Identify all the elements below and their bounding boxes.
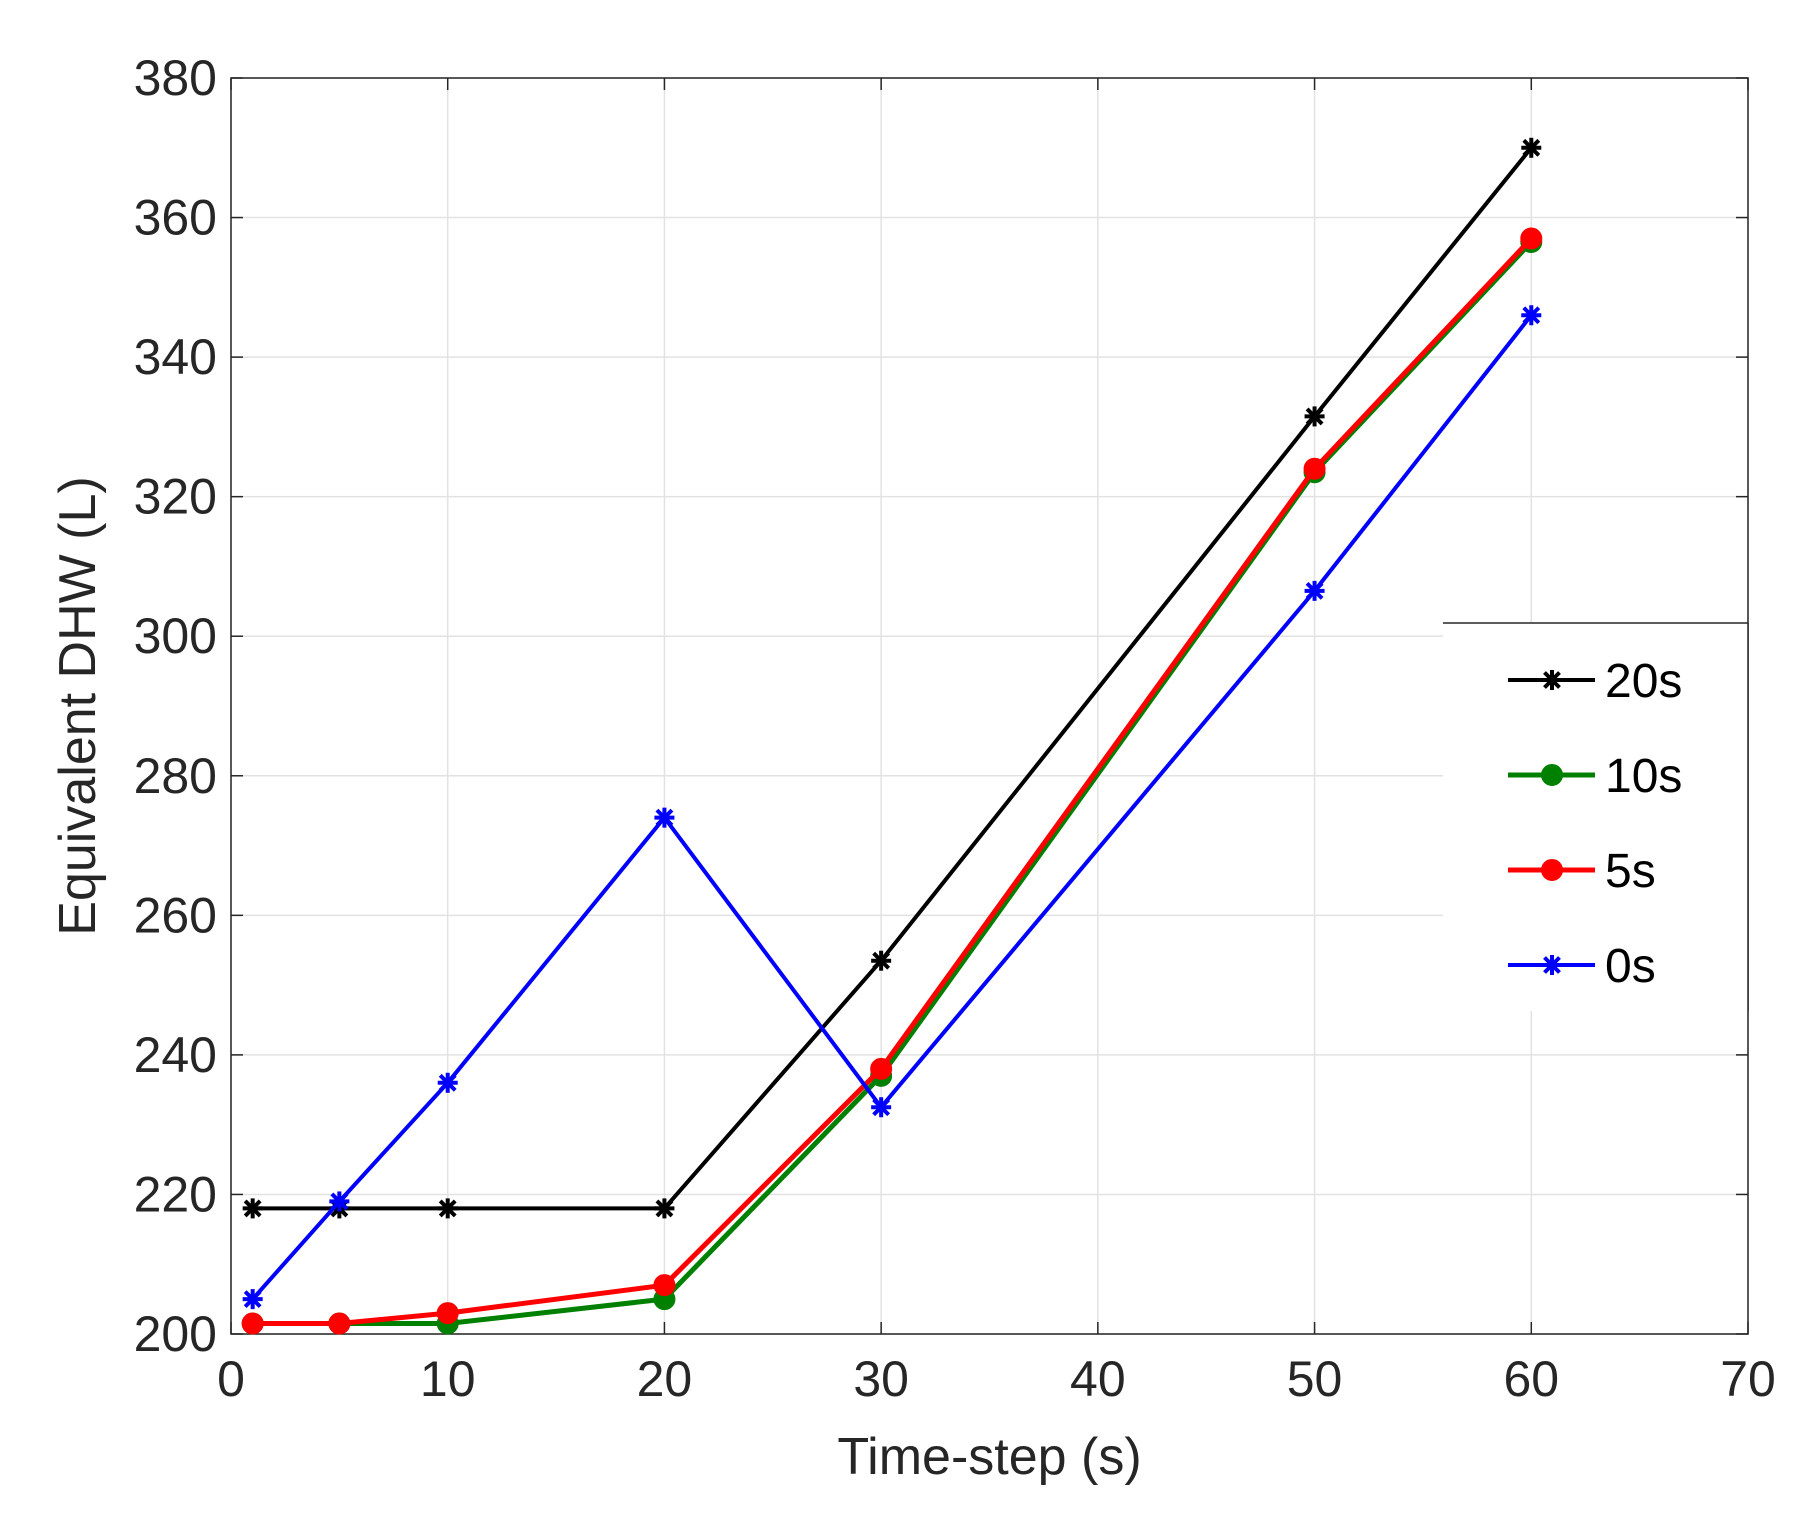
y-tick-label: 200 <box>134 1306 217 1362</box>
x-tick-label: 0 <box>217 1351 245 1407</box>
legend: 20s 10s 5s 0s <box>1443 622 1749 1011</box>
y-tick-label: 300 <box>134 608 217 664</box>
data-point-5s <box>1520 227 1543 250</box>
legend-marker <box>1541 859 1563 881</box>
legend-label: 20s <box>1605 655 1682 708</box>
legend-label: 5s <box>1605 845 1656 898</box>
y-tick-label: 360 <box>134 190 217 246</box>
data-point-0s <box>242 1289 263 1310</box>
legend-marker <box>1542 670 1562 690</box>
legend-item-0s: 0s <box>1508 940 1656 993</box>
legend-item-20s: 20s <box>1508 655 1682 708</box>
data-point-0s <box>1304 580 1325 601</box>
data-point-0s <box>654 807 675 828</box>
x-axis-label: Time-step (s) <box>837 1428 1141 1486</box>
y-axis-label: Equivalent DHW (L) <box>49 476 107 935</box>
data-point-20s <box>1304 406 1325 427</box>
x-tick-label: 50 <box>1287 1351 1343 1407</box>
legend-item-10s: 10s <box>1508 750 1682 803</box>
data-point-20s <box>871 950 892 971</box>
x-tick-label: 10 <box>420 1351 476 1407</box>
data-point-5s <box>328 1312 351 1335</box>
y-tick-label: 220 <box>134 1166 217 1222</box>
data-point-0s <box>871 1097 892 1118</box>
data-point-0s <box>437 1072 458 1093</box>
data-point-5s <box>1303 457 1326 480</box>
y-tick-label: 240 <box>134 1027 217 1083</box>
legend-label: 0s <box>1605 940 1656 993</box>
data-point-20s <box>1521 137 1542 158</box>
y-tick-label: 340 <box>134 329 217 385</box>
data-point-5s <box>436 1302 459 1325</box>
legend-label: 10s <box>1605 750 1682 803</box>
x-tick-label: 40 <box>1070 1351 1126 1407</box>
y-tick-label: 280 <box>134 748 217 804</box>
series-5s <box>241 227 1543 1335</box>
data-point-5s <box>241 1312 264 1335</box>
legend-marker <box>1541 764 1563 786</box>
data-point-0s <box>329 1191 350 1212</box>
y-tick-label: 320 <box>134 469 217 525</box>
data-point-0s <box>1521 305 1542 326</box>
series-0s <box>242 305 1542 1310</box>
data-point-5s <box>653 1274 676 1297</box>
data-point-5s <box>870 1057 893 1080</box>
x-tick-label: 60 <box>1503 1351 1559 1407</box>
data-point-20s <box>437 1198 458 1219</box>
legend-marker <box>1542 955 1562 975</box>
data-point-20s <box>654 1198 675 1219</box>
legend-box <box>1443 623 1748 1011</box>
legend-item-5s: 5s <box>1508 845 1656 898</box>
axis-ticks: 0 10 20 30 40 50 60 70 200 220 240 260 280 300 320 340 3… <box>134 50 1776 1407</box>
x-tick-label: 30 <box>853 1351 909 1407</box>
y-tick-label: 380 <box>134 50 217 106</box>
series-group <box>241 137 1543 1335</box>
data-point-20s <box>242 1198 263 1219</box>
x-tick-label: 20 <box>637 1351 693 1407</box>
x-tick-label: 70 <box>1720 1351 1776 1407</box>
y-tick-label: 260 <box>134 887 217 943</box>
